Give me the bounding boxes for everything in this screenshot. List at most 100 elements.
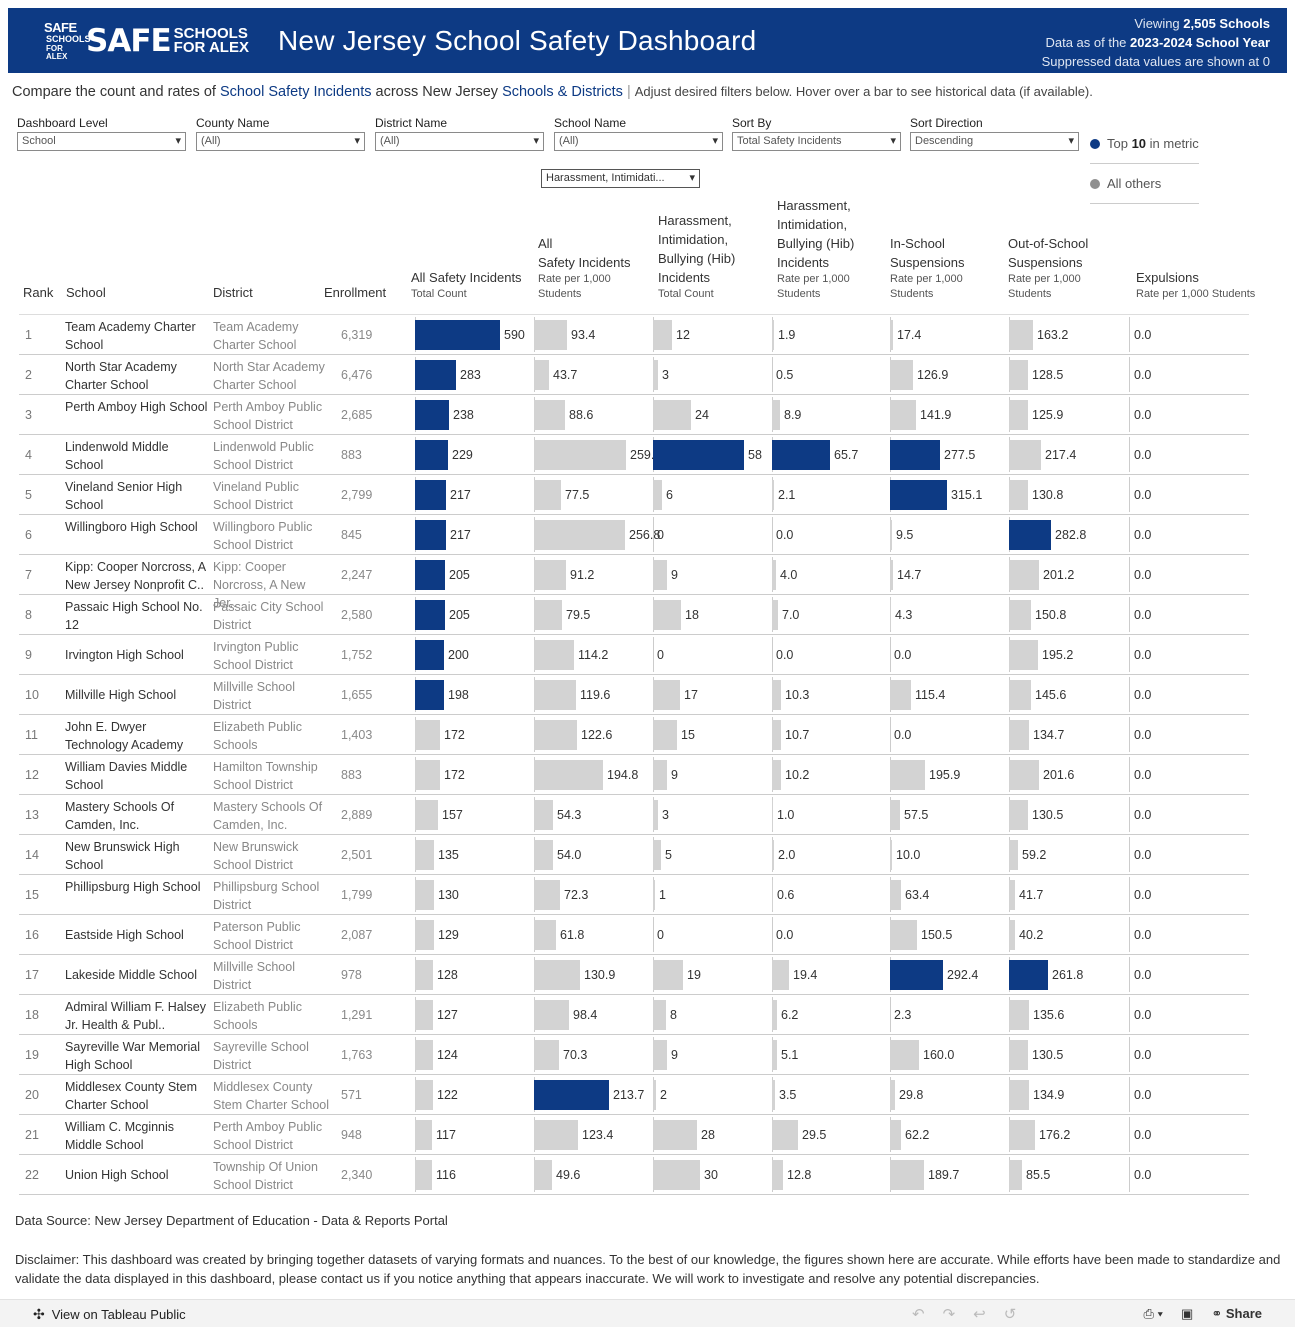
iss-bar[interactable]: [890, 320, 893, 350]
col-header-hib-rate[interactable]: Harassment, Intimidation, Bullying (Hib)…: [777, 198, 855, 300]
all-rate-bar[interactable]: [534, 1040, 559, 1070]
view-on-tableau-button[interactable]: ✣ View on Tableau Public: [33, 1306, 186, 1322]
col-header-enrollment[interactable]: Enrollment: [324, 285, 387, 300]
table-row[interactable]: 1 Team Academy Charter School Team Academy…: [19, 315, 1249, 355]
all-total-bar[interactable]: [415, 720, 440, 750]
all-rate-bar[interactable]: [534, 840, 553, 870]
hib-rate-bar[interactable]: [772, 440, 830, 470]
table-row[interactable]: 22 Union High School Township Of Union Sch…: [19, 1155, 1249, 1195]
iss-bar[interactable]: [890, 840, 892, 870]
oss-bar[interactable]: [1009, 1080, 1029, 1110]
table-row[interactable]: 19 Sayreville War Memorial High School Say…: [19, 1035, 1249, 1075]
hib-total-bar[interactable]: [653, 360, 658, 390]
oss-bar[interactable]: [1009, 520, 1051, 550]
hib-rate-bar[interactable]: [772, 1120, 798, 1150]
col-header-all-rate[interactable]: All Safety Incidents Rate per 1,000 Stud…: [538, 236, 631, 300]
oss-bar[interactable]: [1009, 760, 1039, 790]
all-total-bar[interactable]: [415, 1080, 433, 1110]
iss-bar[interactable]: [890, 880, 901, 910]
oss-bar[interactable]: [1009, 840, 1018, 870]
all-rate-bar[interactable]: [534, 520, 625, 550]
table-row[interactable]: 20 Middlesex County Stem Charter School Mi…: [19, 1075, 1249, 1115]
iss-bar[interactable]: [890, 1040, 919, 1070]
iss-bar[interactable]: [890, 600, 891, 630]
hib-total-bar[interactable]: [653, 480, 662, 510]
table-row[interactable]: 6 Willingboro High School Willingboro Publ…: [19, 515, 1249, 555]
filter-dashboard-level[interactable]: Dashboard Level School: [17, 116, 186, 151]
hib-rate-bar[interactable]: [772, 880, 773, 910]
all-total-bar[interactable]: [415, 320, 500, 350]
download-icon[interactable]: ⎙ ▾: [1143, 1306, 1164, 1321]
oss-bar[interactable]: [1009, 960, 1048, 990]
iss-bar[interactable]: [890, 520, 892, 550]
oss-bar[interactable]: [1009, 320, 1033, 350]
all-rate-bar[interactable]: [534, 680, 576, 710]
hib-rate-bar[interactable]: [772, 1040, 777, 1070]
col-header-expulsions[interactable]: Expulsions Rate per 1,000 Students: [1136, 270, 1256, 300]
hib-rate-bar[interactable]: [772, 680, 781, 710]
col-header-district[interactable]: District: [213, 285, 253, 300]
hib-rate-bar[interactable]: [772, 1160, 783, 1190]
table-row[interactable]: 10 Millville High School Millville School …: [19, 675, 1249, 715]
all-total-bar[interactable]: [415, 760, 440, 790]
all-rate-bar[interactable]: [534, 480, 561, 510]
legend-top[interactable]: Top 10 in metric: [1090, 124, 1199, 164]
all-total-bar[interactable]: [415, 960, 433, 990]
col-header-school[interactable]: School: [66, 285, 106, 300]
all-rate-bar[interactable]: [534, 960, 580, 990]
hib-total-bar[interactable]: [653, 1040, 667, 1070]
hib-rate-bar[interactable]: [772, 720, 781, 750]
oss-bar[interactable]: [1009, 1000, 1029, 1030]
hib-rate-bar[interactable]: [772, 320, 774, 350]
all-rate-bar[interactable]: [534, 920, 556, 950]
school-name-select[interactable]: (All): [554, 132, 723, 151]
iss-bar[interactable]: [890, 800, 900, 830]
all-rate-bar[interactable]: [534, 1160, 552, 1190]
all-rate-bar[interactable]: [534, 640, 574, 670]
iss-bar[interactable]: [890, 360, 913, 390]
all-total-bar[interactable]: [415, 840, 434, 870]
refresh-icon[interactable]: ↺: [1003, 1306, 1017, 1323]
iss-bar[interactable]: [890, 560, 893, 590]
all-total-bar[interactable]: [415, 800, 438, 830]
oss-bar[interactable]: [1009, 720, 1029, 750]
filter-sort-direction[interactable]: Sort Direction Descending: [910, 116, 1079, 151]
iss-bar[interactable]: [890, 400, 916, 430]
filter-school-name[interactable]: School Name (All): [554, 116, 723, 151]
all-total-bar[interactable]: [415, 480, 446, 510]
district-name-select[interactable]: (All): [375, 132, 544, 151]
table-row[interactable]: 11 John E. Dwyer Technology Academy Elizab…: [19, 715, 1249, 755]
share-button[interactable]: ⚭ Share: [1211, 1306, 1262, 1321]
all-total-bar[interactable]: [415, 440, 448, 470]
all-rate-bar[interactable]: [534, 560, 566, 590]
hib-total-bar[interactable]: [653, 400, 691, 430]
table-row[interactable]: 5 Vineland Senior High School Vineland Pub…: [19, 475, 1249, 515]
filter-sort-by[interactable]: Sort By Total Safety Incidents: [732, 116, 901, 151]
table-row[interactable]: 8 Passaic High School No. 12 Passaic City …: [19, 595, 1249, 635]
col-header-hib-total[interactable]: Harassment, Intimidation, Bullying (Hib)…: [658, 213, 736, 300]
oss-bar[interactable]: [1009, 1160, 1022, 1190]
hib-rate-bar[interactable]: [772, 480, 774, 510]
revert-icon[interactable]: ↩: [973, 1306, 986, 1323]
hib-rate-bar[interactable]: [772, 840, 774, 870]
hib-total-bar[interactable]: [653, 1000, 666, 1030]
all-total-bar[interactable]: [415, 680, 444, 710]
hib-rate-bar[interactable]: [772, 960, 789, 990]
table-row[interactable]: 21 William C. Mcginnis Middle School Perth…: [19, 1115, 1249, 1155]
all-total-bar[interactable]: [415, 400, 449, 430]
hib-total-bar[interactable]: [653, 560, 667, 590]
iss-bar[interactable]: [890, 1160, 924, 1190]
all-rate-bar[interactable]: [534, 1080, 609, 1110]
oss-bar[interactable]: [1009, 560, 1039, 590]
table-row[interactable]: 4 Lindenwold Middle School Lindenwold Publ…: [19, 435, 1249, 475]
oss-bar[interactable]: [1009, 360, 1028, 390]
all-rate-bar[interactable]: [534, 760, 603, 790]
dashboard-level-select[interactable]: School: [17, 132, 186, 151]
table-row[interactable]: 15 Phillipsburg High School Phillipsburg S…: [19, 875, 1249, 915]
hib-total-bar[interactable]: [653, 320, 672, 350]
redo-icon[interactable]: ↷: [942, 1306, 956, 1323]
col-header-all-total[interactable]: All Safety Incidents Total Count: [411, 270, 522, 300]
hib-total-bar[interactable]: [653, 1160, 700, 1190]
all-total-bar[interactable]: [415, 360, 456, 390]
oss-bar[interactable]: [1009, 640, 1038, 670]
